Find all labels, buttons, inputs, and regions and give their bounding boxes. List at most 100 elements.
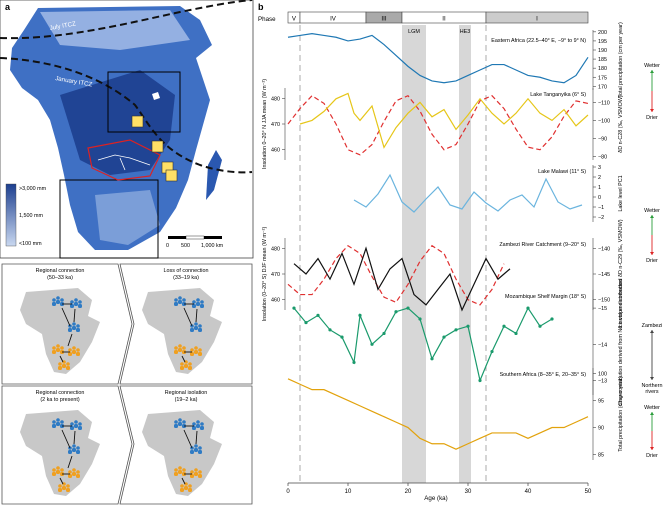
box2-subtitle: (33–19 ka) [173,275,199,281]
population-icon [70,420,82,430]
zambezi-river [97,154,151,171]
mini-africa-shape [142,410,222,496]
person-body [198,474,202,478]
person-body [52,302,56,306]
population-icon [68,468,80,478]
connection-arrow [61,307,71,327]
arrow-4-up-head [650,412,654,415]
population-icon [174,418,186,428]
person-head [194,346,198,350]
person-body [56,470,60,474]
person-body [56,348,60,352]
person-head [188,484,192,488]
box4-subtitle: (19–2 ka) [175,397,198,403]
mini-africa-shape [142,288,222,374]
series-4-tick-label: −145 [598,272,610,278]
box2-title: Loss of connection [164,268,209,274]
population-icon [174,466,186,476]
person-head [60,346,64,350]
person-body [58,366,62,370]
series-3-tick-label: −1 [598,205,604,211]
person-head [60,298,64,302]
series-1-tick-label: 200 [598,30,607,36]
person-head [76,348,80,352]
series-4-tick-label: −150 [598,298,610,304]
person-head [182,468,186,472]
person-head [60,420,64,424]
connection-arrow [181,477,186,485]
january-itcz-line [0,57,253,174]
mini-africa [20,288,100,374]
person-head [188,362,192,366]
series-6-tick-label: 90 [598,426,604,432]
person-body [180,366,184,370]
mozambique-point [526,306,530,310]
series-1-tick-label: 170 [598,84,607,90]
precip-legend-bar [5,183,17,247]
site-tanganyika [131,115,144,128]
x-axis: 0 10 20 30 40 50 [286,482,592,495]
series-5-ylabel: Clay contribution derived from Nd isotop… [618,279,624,405]
mozambique-point [514,331,518,336]
population-icon [180,482,192,492]
insolation-tick-label: 470 [271,272,280,278]
connection-arrow [59,477,64,485]
population-icon [192,420,204,430]
mini-africa [20,410,100,496]
series-3-tick-label: 2 [598,175,601,181]
person-body [188,488,192,492]
person-body [74,302,78,306]
interpretation-arrows: Wetter Drier Wetter Drier Zambezi Northernriv… [642,63,663,459]
arrow-1-up-head [650,70,654,73]
box1-subtitle: (50–33 ka) [47,275,73,281]
series-1-title: Eastern Africa (22.5–40° E, −9° to 9° N) [491,38,586,44]
panel-c: c Regional connection (50–33 ka) Loss of… [1,263,253,505]
person-head [72,322,76,326]
mozambique-point [382,331,386,336]
person-head [182,420,186,424]
x-axis-label: Age (ka) [424,495,447,502]
mini-maps [20,288,222,496]
series-2-tick-label: −100 [598,118,610,124]
person-head [70,300,74,304]
person-body [72,326,76,330]
series-2-title: Lake Tanganyika (6° S) [530,92,586,98]
person-body [190,450,194,454]
phase-cell-5 [485,11,589,24]
person-body [174,350,178,354]
person-body [196,302,200,306]
population-icon [70,298,82,308]
period-shading: LGM HE3 [299,25,487,483]
arrow-4-down-head [650,447,654,450]
series-1-tick-label: 185 [598,57,607,63]
insolation-tick-label: 470 [271,122,280,128]
person-head [198,446,202,450]
phase-label-3: III [381,16,386,23]
person-body [178,470,182,474]
scale-mid: 500 [181,243,190,249]
series-1-tick-label: 175 [598,75,607,81]
mozambique-point [490,349,494,354]
mini-africa-shape [20,288,100,374]
person-head [190,348,194,352]
population-icon [180,360,192,370]
person-body [58,488,62,492]
population-icon [190,346,202,356]
person-head [56,466,60,470]
person-head [198,470,202,474]
mozambique-point [352,360,356,365]
population-icon [52,466,64,476]
person-body [178,348,182,352]
arrow-4-bottom-label: Drier [646,453,658,459]
phase-label-1: V [292,16,297,23]
site-malawi [151,140,164,153]
zambezi-catchment [87,139,161,181]
person-head [178,418,182,422]
person-body [178,300,182,304]
population-icon [192,298,204,308]
map-south-zone [95,190,160,245]
person-body [70,426,74,430]
phase-label-2: IV [330,16,337,23]
july-itcz-label: July ITCZ [49,20,76,32]
